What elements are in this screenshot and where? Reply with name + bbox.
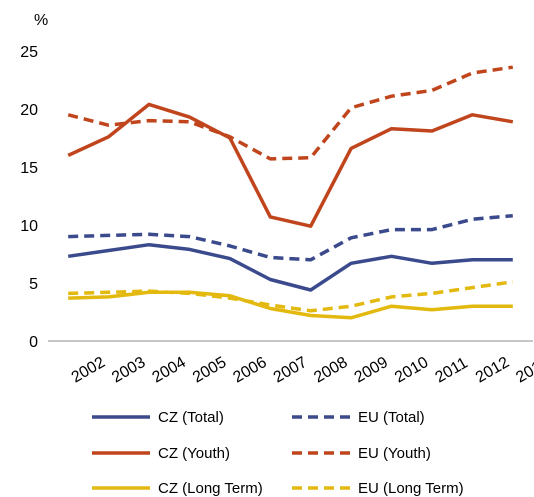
x-tick-label: 2011 <box>432 354 470 386</box>
x-tick-label: 2002 <box>69 354 108 387</box>
series-line-0 <box>67 242 513 292</box>
x-tick-label: 2007 <box>271 354 310 387</box>
x-tick-label: 2009 <box>352 354 391 387</box>
y-tick-label: 10 <box>20 218 38 235</box>
legend-label-1: EU (Total) <box>358 409 425 426</box>
legend-label-5: EU (Long Term) <box>358 480 464 497</box>
x-tick-label: 2012 <box>473 354 512 387</box>
series-line-3 <box>67 65 514 161</box>
x-tick-label: 2004 <box>150 354 189 387</box>
legend-label-3: EU (Youth) <box>358 445 431 462</box>
series-lines <box>67 65 514 320</box>
legend: CZ (Total) EU (Total) CZ (Youth) EU (Youth)… <box>92 409 464 497</box>
series-line-5 <box>68 280 514 313</box>
y-tick-label: 25 <box>20 44 38 61</box>
legend-label-4: CZ (Long Term) <box>158 480 263 497</box>
y-tick-label: 20 <box>20 102 38 119</box>
series-line-4 <box>68 290 513 320</box>
series-line-2 <box>67 102 514 228</box>
legend-label-0: CZ (Total) <box>158 409 224 426</box>
x-axis-ticks: 2002 2003 2004 2005 2006 2007 2008 2009 2010 2011… <box>69 354 534 387</box>
x-tick-label: 2008 <box>311 354 350 387</box>
y-tick-label: 0 <box>29 334 38 351</box>
legend-label-2: CZ (Youth) <box>158 445 230 462</box>
x-tick-label: 2005 <box>190 354 229 387</box>
y-tick-label: 15 <box>20 160 38 177</box>
y-tick-label: 5 <box>29 276 38 293</box>
y-axis-unit-label: % <box>34 12 48 29</box>
x-tick-label: 2013 <box>513 354 534 387</box>
x-tick-label: 2010 <box>392 354 431 387</box>
series-line-1 <box>68 213 513 262</box>
y-axis-ticks: 0 5 10 15 20 25 <box>20 44 38 351</box>
x-tick-label: 2006 <box>230 354 269 387</box>
x-tick-label: 2003 <box>109 354 148 387</box>
